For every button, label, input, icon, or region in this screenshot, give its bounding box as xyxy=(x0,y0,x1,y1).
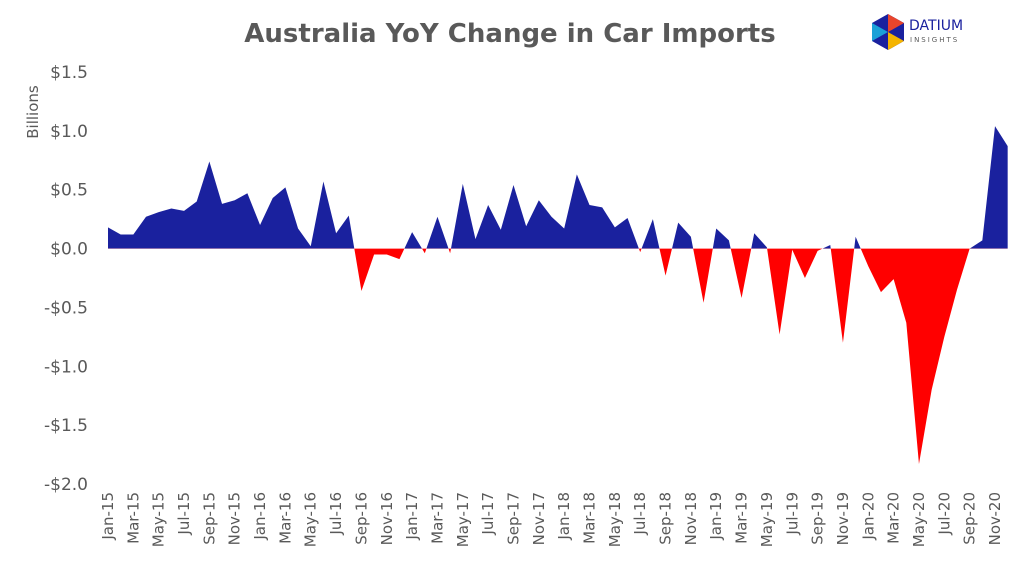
x-tick-label: May-19 xyxy=(758,492,776,547)
x-tick-label: Jan-20 xyxy=(859,492,877,541)
x-tick-label: Jul-20 xyxy=(935,492,953,536)
y-tick-label: -$2.0 xyxy=(44,475,88,495)
x-tick-label: Jan-16 xyxy=(251,492,269,541)
y-tick-label: $0.0 xyxy=(50,240,88,260)
y-tick-label: -$1.0 xyxy=(44,357,88,377)
x-tick-label: Nov-19 xyxy=(834,492,852,545)
chart-title: Australia YoY Change in Car Imports xyxy=(244,19,775,49)
x-tick-label: Mar-16 xyxy=(276,492,294,544)
x-tick-label: Mar-20 xyxy=(885,492,903,544)
logo-tagline: INSIGHTS xyxy=(910,36,959,44)
x-tick-label: May-18 xyxy=(606,492,624,547)
x-tick-label: Sep-16 xyxy=(352,492,370,545)
x-tick-label: May-16 xyxy=(302,492,320,547)
y-tick-label: $1.5 xyxy=(50,63,88,83)
y-axis-label: Billions xyxy=(24,85,42,139)
x-tick-label: Jan-15 xyxy=(99,492,117,541)
x-tick-label: May-20 xyxy=(910,492,928,547)
x-tick-label: Nov-15 xyxy=(226,492,244,545)
x-tick-label: Nov-16 xyxy=(378,492,396,545)
x-tick-label: Jul-16 xyxy=(327,492,345,536)
area xyxy=(108,126,1008,464)
x-tick-label: May-17 xyxy=(454,492,472,547)
x-tick-label: Sep-15 xyxy=(200,492,218,545)
logo-name: DATIUM xyxy=(909,18,963,34)
x-tick-label: Nov-18 xyxy=(682,492,700,545)
x-tick-label: Nov-17 xyxy=(530,492,548,545)
x-tick-label: Jul-15 xyxy=(175,492,193,536)
x-tick-label: Nov-20 xyxy=(986,492,1004,545)
x-tick-label: Mar-18 xyxy=(581,492,599,544)
x-tick-label: Jan-18 xyxy=(555,492,573,541)
x-tick-label: Sep-17 xyxy=(504,492,522,545)
x-tick-label: Sep-19 xyxy=(809,492,827,545)
logo-icon xyxy=(888,32,904,50)
x-tick-label: Mar-15 xyxy=(124,492,142,544)
x-tick-label: Jan-19 xyxy=(707,492,725,541)
x-tick-label: Sep-18 xyxy=(657,492,675,545)
y-tick-label: $0.5 xyxy=(50,181,88,201)
x-tick-label: Jul-19 xyxy=(783,492,801,536)
x-tick-label: Mar-19 xyxy=(733,492,751,544)
x-tick-label: Sep-20 xyxy=(961,492,979,545)
y-tick-label: $1.0 xyxy=(50,122,88,142)
y-tick-label: -$0.5 xyxy=(44,298,88,318)
x-tick-label: Jul-18 xyxy=(631,492,649,536)
x-tick-label: Jan-17 xyxy=(403,492,421,541)
x-tick-label: May-15 xyxy=(150,492,168,547)
logo-icon xyxy=(872,23,888,41)
y-tick-label: -$1.5 xyxy=(44,416,88,436)
x-tick-label: Jul-17 xyxy=(479,492,497,536)
logo: DATIUM INSIGHTS xyxy=(872,14,963,50)
logo-icon xyxy=(888,14,904,32)
x-tick-label: Mar-17 xyxy=(428,492,446,544)
